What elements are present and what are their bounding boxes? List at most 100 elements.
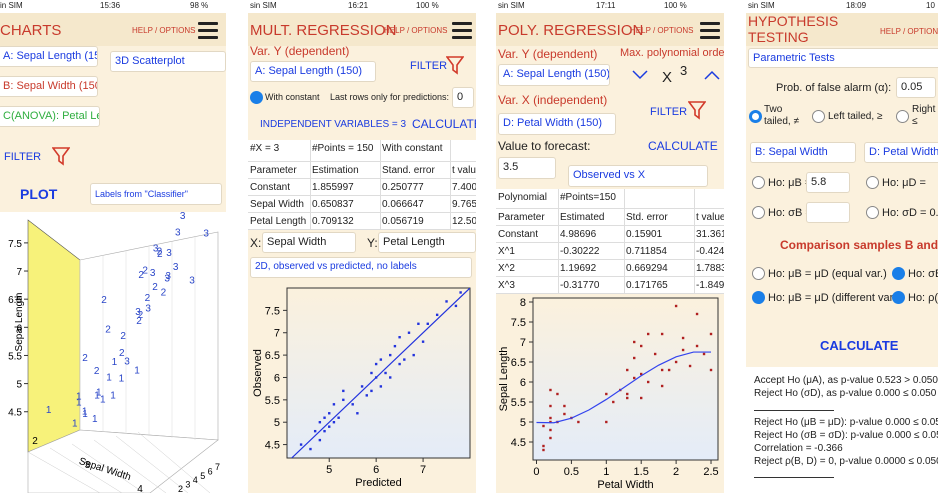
funnel-icon[interactable]: [52, 146, 70, 166]
var-y[interactable]: A: Sepal Length (150): [250, 61, 376, 82]
y-tick-label: 7: [274, 328, 280, 340]
forecast-input[interactable]: 3.5: [498, 157, 556, 179]
mu-b-label: Ho: μB =: [768, 177, 812, 189]
table-cell: Constant: [498, 229, 539, 240]
check-sigma-eq[interactable]: [892, 267, 905, 280]
data-point: 1: [76, 397, 82, 408]
var-y[interactable]: A: Sepal Length (150): [498, 64, 610, 86]
plot-area: [532, 297, 719, 461]
menu-icon[interactable]: [198, 22, 218, 43]
chevron-down[interactable]: [632, 70, 648, 80]
labels-select[interactable]: Labels from "Classifier": [90, 183, 222, 205]
funnel-icon[interactable]: [446, 55, 464, 75]
data-point: 2: [157, 247, 163, 258]
radio-sigma-b[interactable]: [752, 206, 765, 219]
radio-sigma-d[interactable]: [866, 206, 879, 219]
table-cell: -0.424: [696, 246, 724, 257]
data-point: [612, 400, 615, 404]
y-tick-label: 6.5: [8, 295, 22, 306]
var-y-label: Var. Y (dependent): [250, 44, 350, 58]
x-select[interactable]: Sepal Width: [262, 232, 356, 253]
radio-equal-var[interactable]: [752, 267, 765, 280]
table-col-line: [380, 140, 381, 162]
data-point: [454, 304, 458, 308]
floor-grid: [137, 431, 211, 493]
help-button[interactable]: HELP / OPTIONS: [630, 26, 694, 35]
var-c[interactable]: C(ANOVA): Petal Lengt: [0, 106, 100, 127]
calculate[interactable]: CALCULATE: [648, 139, 718, 153]
table-cell: #Points=150: [560, 192, 616, 203]
table-row-line: [248, 195, 476, 196]
data-point: 2: [94, 366, 100, 377]
data-point: 2: [138, 310, 144, 321]
radio-mu-d[interactable]: [866, 176, 879, 189]
independent-variables[interactable]: INDEPENDENT VARIABLES = 3: [260, 119, 407, 130]
y-axis-label: Observed: [252, 349, 264, 397]
table-cell: -0.31770: [560, 280, 600, 291]
var-x[interactable]: D: Petal Width (150): [498, 113, 616, 135]
table-cell: X^2: [498, 263, 515, 274]
funnel-icon[interactable]: [688, 100, 706, 120]
table-col-line: [624, 209, 625, 226]
help-button[interactable]: HELP / OPTIONS: [880, 27, 938, 36]
table-cell: 0.709132: [312, 216, 354, 227]
chart-poly: 0 0.5 1 1.5 2 2.5 4.5 5 5.5 6 6.5 7 7.5 8 Petal Width S…: [498, 297, 719, 491]
calculate[interactable]: CALCULATE: [412, 117, 476, 131]
radio-left-tailed[interactable]: [812, 110, 825, 123]
data-point: [328, 412, 331, 415]
filter[interactable]: FILTER: [4, 151, 42, 163]
mu-b-input[interactable]: 5.8: [806, 172, 850, 193]
y-tick-label: 5.5: [511, 397, 526, 409]
calculate[interactable]: CALCULATE: [820, 338, 899, 353]
check-diff-var[interactable]: [752, 291, 765, 304]
radio-two-tailed[interactable]: [749, 110, 762, 123]
z-tick-label: 3: [185, 480, 190, 490]
test-type[interactable]: Parametric Tests: [748, 48, 938, 68]
checkbox-constant[interactable]: [250, 91, 263, 104]
data-point: [384, 371, 387, 375]
x-tick-label: 2: [32, 436, 38, 447]
data-point: [640, 372, 643, 376]
filter[interactable]: FILTER: [650, 106, 688, 118]
status-bar: sin SIM 17:11 100 %: [496, 0, 724, 13]
data-point: [653, 352, 657, 356]
var-b[interactable]: B: Sepal Width (150): [0, 76, 98, 97]
sigma-b-input[interactable]: [806, 202, 850, 223]
plot-mode[interactable]: 2D, observed vs predicted, no labels: [250, 257, 472, 278]
y-tick-label: 7.5: [511, 317, 526, 329]
plot-mode[interactable]: Observed vs X: [568, 165, 708, 187]
sample-d[interactable]: D: Petal Width: [864, 142, 938, 163]
chevron-up[interactable]: [704, 70, 720, 80]
table-cell: 0.15901: [626, 229, 663, 240]
var-a[interactable]: A: Sepal Length (150): [0, 46, 98, 67]
radio-right-tailed[interactable]: [896, 110, 909, 123]
alpha-input[interactable]: 0.05: [896, 77, 936, 98]
table-cell: Stand. error: [382, 165, 435, 176]
sample-b[interactable]: B: Sepal Width: [750, 142, 856, 163]
check-rho[interactable]: [892, 291, 905, 304]
radio-mu-b[interactable]: [752, 176, 765, 189]
back-wall: [27, 219, 81, 453]
data-point: [674, 360, 678, 364]
data-point: [577, 420, 580, 424]
plot-button[interactable]: PLOT: [20, 186, 58, 202]
help-button[interactable]: HELP / OPTIONS: [132, 26, 196, 35]
data-point: 1: [72, 418, 78, 429]
chart-type[interactable]: 3D Scatterplot: [110, 51, 226, 72]
filter[interactable]: FILTER: [410, 60, 448, 72]
table-row-line: [248, 161, 476, 162]
table-cell: -0.30222: [560, 246, 600, 257]
y-select[interactable]: Petal Length: [378, 232, 476, 253]
menu-icon[interactable]: [452, 22, 472, 43]
data-point: [542, 424, 545, 428]
carrier: sin SIM: [748, 1, 775, 10]
data-point: 3: [165, 271, 171, 282]
help-button[interactable]: HELP / OPTIONS: [384, 26, 448, 35]
data-point: 2: [157, 249, 163, 260]
result-line: Reject Ho (σD), as p-value 0.000 ≤ 0.050: [754, 388, 937, 399]
data-point: [709, 332, 713, 336]
last-rows-input[interactable]: 0: [452, 87, 474, 108]
menu-icon[interactable]: [700, 22, 720, 43]
data-point: [365, 394, 368, 397]
